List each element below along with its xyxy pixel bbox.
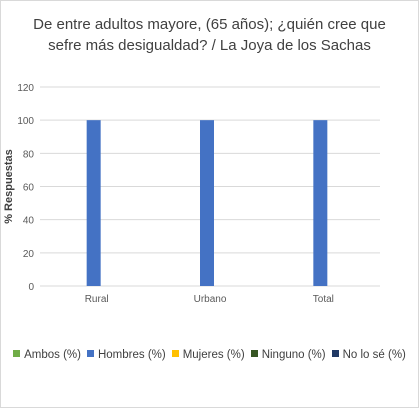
y-tick-label: 100: [17, 116, 34, 127]
legend-swatch: [86, 350, 94, 358]
y-tick-label: 60: [23, 183, 35, 194]
legend-item: Mujeres (%): [171, 349, 245, 361]
legend-item: Ambos (%): [13, 349, 81, 361]
y-tick-label: 0: [28, 282, 34, 293]
chart-title-line-1: De entre adultos mayore, (65 años); ¿qui…: [33, 16, 386, 33]
y-tick-label: 120: [17, 83, 34, 94]
bar-rural-1: [86, 120, 101, 287]
legend-label: Ambos (%): [24, 349, 81, 361]
chart-title: De entre adultos mayore, (65 años); ¿qui…: [0, 14, 419, 56]
legend: Ambos (%) Hombres (%) Mujeres (%) Ninguno (…: [0, 349, 419, 361]
chart-title-line-2: sefre más desigualdad? / La Joya de los …: [48, 37, 371, 54]
legend-label: Ninguno (%): [261, 349, 326, 361]
legend-label: Hombres (%): [97, 349, 166, 361]
y-tick-label: 40: [23, 216, 35, 227]
legend-label: Mujeres (%): [182, 349, 245, 361]
legend-item: No lo sé (%): [331, 349, 406, 361]
x-tick-label: Urbano: [194, 294, 227, 305]
legend-swatch: [13, 350, 21, 358]
legend-label: No lo sé (%): [342, 349, 406, 361]
legend-swatch: [331, 350, 339, 358]
legend-swatch: [171, 350, 179, 358]
legend-item: Ninguno (%): [250, 349, 326, 361]
bar-urbano-1: [200, 120, 214, 287]
y-tick-label: 20: [23, 249, 35, 260]
legend-item: Hombres (%): [86, 349, 166, 361]
x-tick-label: Rural: [85, 294, 109, 305]
bar-total-1: [313, 120, 328, 287]
x-tick-label: Total: [313, 294, 334, 305]
legend-swatch: [250, 350, 258, 358]
y-axis-title: % Respuestas: [3, 149, 15, 224]
y-tick-label: 80: [23, 149, 35, 160]
